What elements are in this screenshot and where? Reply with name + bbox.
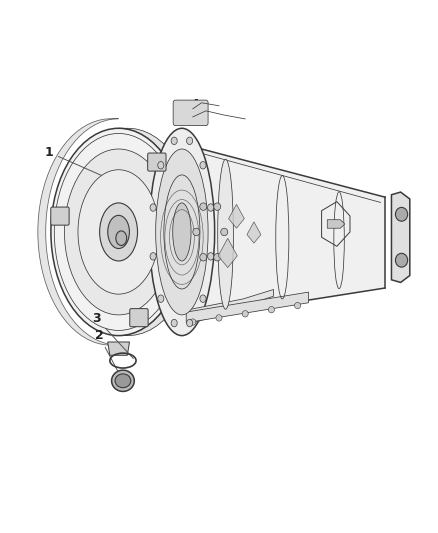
Polygon shape <box>188 289 274 323</box>
Text: 4: 4 <box>191 98 199 111</box>
Ellipse shape <box>200 295 206 302</box>
Text: 2: 2 <box>95 329 124 383</box>
Text: 1: 1 <box>44 146 103 176</box>
Ellipse shape <box>171 319 177 327</box>
FancyBboxPatch shape <box>51 207 69 225</box>
Ellipse shape <box>158 161 164 169</box>
Ellipse shape <box>155 149 208 315</box>
Ellipse shape <box>214 254 221 261</box>
Ellipse shape <box>187 319 193 327</box>
Ellipse shape <box>116 231 127 245</box>
Polygon shape <box>392 192 410 282</box>
Ellipse shape <box>200 254 207 261</box>
Ellipse shape <box>268 306 275 313</box>
FancyBboxPatch shape <box>173 100 208 126</box>
Ellipse shape <box>150 204 156 211</box>
Ellipse shape <box>200 161 206 169</box>
Ellipse shape <box>115 374 131 387</box>
Ellipse shape <box>78 169 159 294</box>
Ellipse shape <box>216 315 222 321</box>
Ellipse shape <box>208 204 214 211</box>
Ellipse shape <box>150 253 156 260</box>
Polygon shape <box>327 220 345 228</box>
Ellipse shape <box>173 203 191 261</box>
Ellipse shape <box>396 253 408 267</box>
Polygon shape <box>229 204 244 228</box>
Polygon shape <box>247 222 261 243</box>
Ellipse shape <box>294 302 300 309</box>
Ellipse shape <box>64 149 173 315</box>
Ellipse shape <box>200 203 207 211</box>
Polygon shape <box>218 238 237 268</box>
Polygon shape <box>119 128 196 336</box>
Ellipse shape <box>108 215 129 248</box>
Polygon shape <box>186 292 308 322</box>
Ellipse shape <box>190 319 196 325</box>
Ellipse shape <box>242 311 248 317</box>
Ellipse shape <box>193 228 200 236</box>
Text: 3: 3 <box>92 312 133 359</box>
Ellipse shape <box>214 203 221 211</box>
Ellipse shape <box>158 295 164 302</box>
Ellipse shape <box>396 207 408 221</box>
Ellipse shape <box>99 203 138 261</box>
Ellipse shape <box>112 370 134 391</box>
FancyBboxPatch shape <box>130 309 148 327</box>
Ellipse shape <box>149 128 215 336</box>
Ellipse shape <box>187 137 193 144</box>
Polygon shape <box>182 144 385 320</box>
Ellipse shape <box>208 253 214 260</box>
FancyBboxPatch shape <box>148 153 166 171</box>
Polygon shape <box>38 119 119 345</box>
Ellipse shape <box>221 228 228 236</box>
Ellipse shape <box>171 137 177 144</box>
Polygon shape <box>108 342 130 356</box>
Ellipse shape <box>51 128 186 336</box>
Ellipse shape <box>218 159 233 309</box>
